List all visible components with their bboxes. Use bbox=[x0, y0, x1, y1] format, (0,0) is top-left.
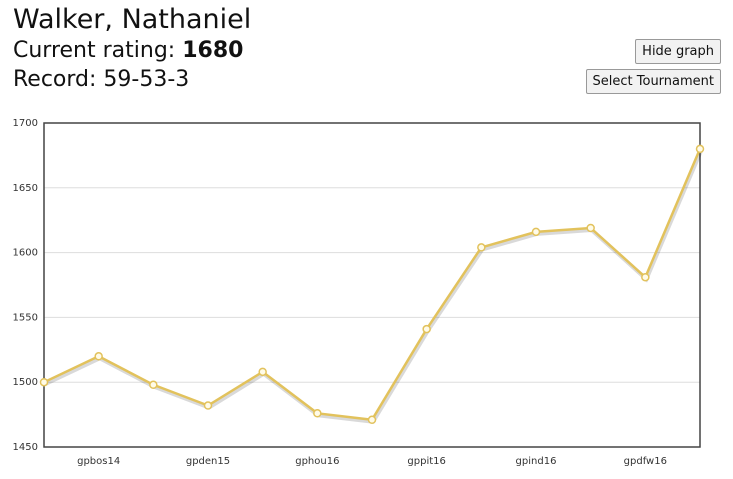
data-line bbox=[43, 148, 702, 422]
y-tick-label: 1700 bbox=[13, 118, 38, 129]
data-point bbox=[367, 415, 377, 425]
x-tick-label: gphou16 bbox=[295, 456, 339, 467]
x-tick-label: gpdfw16 bbox=[624, 456, 667, 467]
x-tick-label: gpind16 bbox=[516, 456, 557, 467]
x-tick-label: gppit16 bbox=[407, 456, 445, 467]
rating-label: Current rating: bbox=[13, 38, 176, 63]
y-tick-label: 1500 bbox=[13, 377, 38, 388]
data-point bbox=[422, 324, 431, 334]
y-tick-label: 1550 bbox=[13, 312, 38, 323]
record: Record: 59-53-3 bbox=[13, 67, 190, 92]
data-point bbox=[586, 223, 595, 233]
player-name: Walker, Nathaniel bbox=[13, 4, 252, 35]
data-point bbox=[313, 409, 322, 418]
hide-graph-button[interactable]: Hide graph bbox=[635, 39, 721, 64]
data-point bbox=[641, 272, 650, 282]
data-point bbox=[39, 377, 49, 387]
data-point bbox=[94, 352, 103, 361]
data-point bbox=[695, 144, 705, 154]
data-point bbox=[531, 227, 541, 237]
line-shadow bbox=[44, 150, 703, 424]
data-point bbox=[149, 380, 158, 390]
select-tournament-button[interactable]: Select Tournament bbox=[585, 69, 721, 94]
y-tick-label: 1450 bbox=[13, 442, 38, 453]
plot-border bbox=[43, 122, 701, 448]
rating-line: Current rating: 1680 bbox=[13, 38, 243, 63]
data-point bbox=[477, 243, 486, 252]
x-tick-label: gpbos14 bbox=[77, 456, 120, 467]
data-point bbox=[258, 367, 267, 377]
rating-value: 1680 bbox=[182, 38, 244, 63]
y-tick-label: 1650 bbox=[13, 183, 38, 194]
y-tick-label: 1600 bbox=[13, 248, 38, 259]
data-point bbox=[203, 401, 213, 410]
x-tick-label: gpden15 bbox=[186, 456, 230, 467]
